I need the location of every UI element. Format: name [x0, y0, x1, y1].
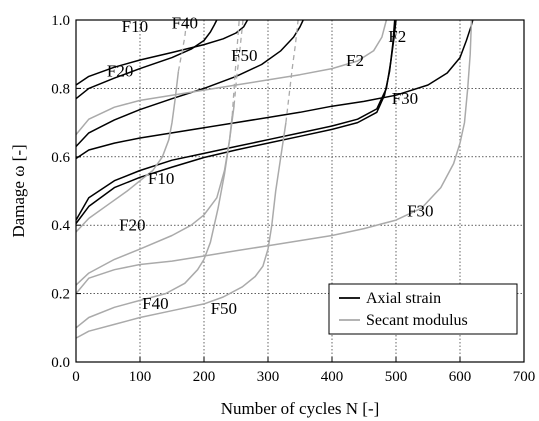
- x-tick-label: 0: [72, 369, 80, 385]
- curve-label-f20: F20: [119, 215, 145, 234]
- curve-label-f30: F30: [407, 202, 433, 221]
- y-tick-label: 1.0: [51, 13, 70, 29]
- series-line-secant-modulus-extension: [233, 19, 244, 106]
- curve-label-f50: F50: [211, 299, 237, 318]
- series-line-secant-modulus-f30: [75, 19, 473, 295]
- plot-frame: [75, 19, 525, 363]
- series-line-secant-modulus-extension: [285, 19, 299, 123]
- curve-label-f10: F10: [148, 169, 174, 188]
- series-line-secant-modulus-f20: [75, 115, 233, 286]
- series-line-secant-modulus-extension: [231, 19, 240, 116]
- x-tick-label: 200: [193, 369, 216, 385]
- curve-label-f2: F2: [346, 51, 364, 70]
- curve-label-f40: F40: [172, 14, 198, 33]
- curve-label-f10: F10: [122, 17, 148, 36]
- x-tick-label: 600: [449, 369, 472, 385]
- y-tick-label: 0.0: [51, 355, 70, 371]
- y-axis-title: Damage ω [-]: [9, 144, 28, 237]
- legend-label-secant-modulus: Secant modulus: [366, 312, 468, 329]
- x-tick-label: 400: [321, 369, 344, 385]
- x-tick-label: 300: [257, 369, 280, 385]
- curve-label-f2: F2: [388, 27, 406, 46]
- curve-labels: F10 F40 F20 F50 F2 F2 F30 F10 F20 F30 F40 F50: [107, 14, 434, 319]
- series-line-axial-strain-f2: [75, 19, 249, 86]
- series-line-axial-strain-f30: [75, 19, 474, 160]
- x-tick-label: 100: [129, 369, 152, 385]
- curve-label-f30: F30: [392, 89, 418, 108]
- series-line-secant-modulus-f40: [75, 105, 235, 329]
- axis-ticks: 0 100 200 300 400 500 600 700 0.0 0.2 0.4 0.6 0.8 1.0: [51, 13, 535, 385]
- y-tick-label: 0.6: [51, 150, 70, 166]
- data-curves: [75, 19, 474, 339]
- series-line-secant-modulus-f10: [75, 71, 180, 233]
- x-tick-label: 500: [385, 369, 408, 385]
- x-tick-label: 700: [513, 369, 536, 385]
- legend-label-axial-strain: Axial strain: [366, 290, 441, 307]
- curve-label-f20: F20: [107, 61, 133, 80]
- y-tick-label: 0.2: [51, 287, 70, 303]
- curve-label-f40: F40: [142, 294, 168, 313]
- y-tick-label: 0.4: [51, 218, 70, 234]
- y-tick-label: 0.8: [51, 81, 70, 97]
- series-line-secant-modulus-f2: [75, 19, 388, 136]
- series-line-axial-strain-f20: [75, 19, 304, 148]
- curve-label-f50: F50: [231, 46, 257, 65]
- legend-box: [328, 283, 518, 335]
- x-axis-title: Number of cycles N [-]: [221, 399, 380, 418]
- series-line-secant-modulus-f50: [75, 122, 287, 339]
- legend: Axial strain Secant modulus: [328, 283, 518, 335]
